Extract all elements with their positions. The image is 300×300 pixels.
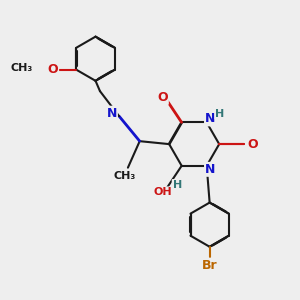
- Text: N: N: [205, 112, 215, 125]
- Text: CH₃: CH₃: [11, 63, 33, 73]
- Text: CH₃: CH₃: [114, 171, 136, 181]
- Text: O: O: [47, 63, 58, 76]
- Text: Br: Br: [202, 259, 218, 272]
- Text: OH: OH: [153, 187, 172, 197]
- Text: H: H: [215, 109, 225, 118]
- Text: H: H: [172, 180, 182, 190]
- Text: O: O: [247, 138, 258, 151]
- Text: N: N: [205, 163, 215, 176]
- Text: O: O: [157, 91, 168, 104]
- Text: N: N: [106, 107, 117, 120]
